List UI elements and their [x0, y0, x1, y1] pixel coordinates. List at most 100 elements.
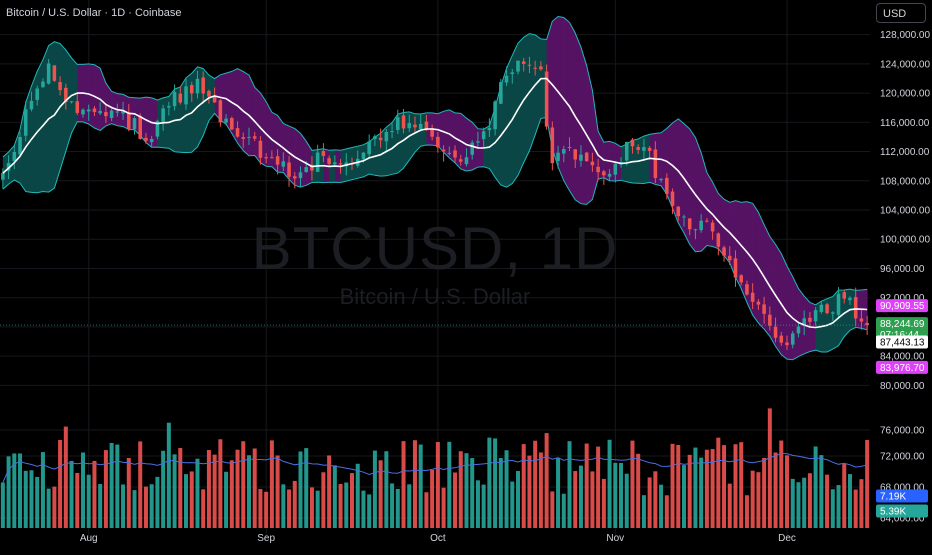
candle-body	[642, 147, 646, 151]
candle-body	[493, 101, 497, 130]
symbol-title[interactable]: Bitcoin / U.S. Dollar · 1D · Coinbase	[6, 7, 182, 19]
band-lower-tag: 83,976.70	[876, 360, 928, 374]
candle-body	[195, 78, 200, 94]
candle-body	[321, 151, 326, 156]
volume-bar	[447, 441, 452, 528]
volume-bar	[481, 484, 486, 528]
candle-body	[121, 110, 125, 114]
candle-body	[401, 115, 406, 129]
band-fill-segment	[586, 65, 593, 205]
candle-body	[298, 172, 303, 179]
band-fill-segment	[506, 55, 513, 188]
volume-bar	[132, 490, 137, 528]
candle-body	[310, 164, 314, 171]
band-fill-segment	[592, 90, 599, 200]
candle-body	[292, 176, 297, 179]
volume-bar	[287, 489, 292, 528]
volume-bar	[172, 454, 177, 528]
volume-bar	[739, 442, 744, 528]
candle-body	[859, 318, 864, 322]
candle-body	[64, 87, 68, 103]
volume-bar	[613, 462, 618, 528]
volume-bar	[607, 439, 612, 528]
candle-body	[613, 163, 618, 175]
volume-bar	[590, 471, 595, 528]
candle-body	[722, 247, 726, 256]
volume-bar	[46, 488, 51, 528]
volume-bar	[355, 463, 360, 528]
candle-body	[573, 149, 578, 160]
volume-bar	[796, 482, 801, 528]
volume-bar	[246, 455, 251, 528]
band-fill-segment	[443, 109, 450, 158]
candle-body	[602, 171, 606, 176]
candle-body	[115, 111, 120, 113]
ma-value-tag: 87,443.13	[876, 335, 928, 349]
candle-body	[813, 310, 818, 322]
volume-bar	[18, 453, 23, 528]
candle-body	[104, 112, 108, 117]
volume-bar	[716, 437, 721, 528]
volume-bar	[224, 471, 229, 528]
price-tick-label: 108,000.00	[880, 176, 930, 187]
candle-body	[132, 118, 137, 130]
volume-bar	[58, 440, 63, 528]
candle-body	[710, 222, 715, 232]
candle-body	[636, 147, 640, 150]
volume-bar	[659, 484, 664, 528]
currency-button[interactable]: USD	[876, 3, 926, 23]
volume-bar	[601, 478, 606, 528]
price-tick-label: 84,000.00	[880, 352, 925, 363]
candle-body	[567, 147, 572, 149]
candle-body	[69, 101, 74, 103]
volume-bar	[184, 474, 189, 528]
candle-body	[562, 149, 566, 154]
band-fill-segment	[60, 43, 67, 170]
volume-bar	[0, 482, 5, 528]
volume-bar	[636, 453, 641, 528]
candle-body	[802, 318, 806, 326]
candle-body	[367, 141, 371, 155]
candle-body	[853, 297, 858, 319]
candle-body	[235, 128, 240, 137]
volume-bar	[378, 460, 383, 528]
volume-bar	[493, 438, 498, 528]
volume-bar	[619, 463, 624, 528]
time-axis-label: Nov	[606, 533, 624, 544]
candle-body	[665, 177, 669, 194]
volume-bar	[762, 457, 767, 528]
volume-bar	[298, 451, 303, 528]
price-tick-label: 96,000.00	[880, 264, 925, 275]
candle-body	[481, 131, 486, 140]
volume-bar	[670, 443, 675, 528]
volume-bar	[75, 472, 80, 528]
volume-bar	[767, 408, 772, 528]
band-fill-segment	[529, 33, 536, 151]
candle-body	[29, 100, 34, 110]
volume-bar	[664, 495, 669, 528]
candle-body	[624, 141, 629, 161]
volume-bar	[258, 489, 263, 528]
volume-bar	[836, 485, 841, 528]
candle-body	[687, 218, 692, 230]
candle-body	[533, 67, 537, 69]
candle-body	[189, 85, 194, 94]
volume-bar	[693, 447, 698, 528]
volume-bar	[647, 477, 652, 528]
candle-body	[333, 162, 337, 165]
candle-body	[699, 220, 703, 231]
volume-bar	[138, 441, 143, 528]
candle-body	[41, 81, 45, 88]
last-price-tag-text: 88,244.69	[880, 319, 925, 330]
band-fill-segment	[580, 47, 588, 205]
candle-body	[430, 128, 434, 137]
volume-bar	[704, 449, 709, 528]
volume-bar	[264, 491, 269, 528]
price-tick-label: 120,000.00	[880, 89, 930, 100]
volume-bar	[338, 484, 343, 528]
volume-bar	[12, 453, 17, 528]
candle-body	[281, 161, 286, 167]
candle-body	[607, 173, 612, 177]
